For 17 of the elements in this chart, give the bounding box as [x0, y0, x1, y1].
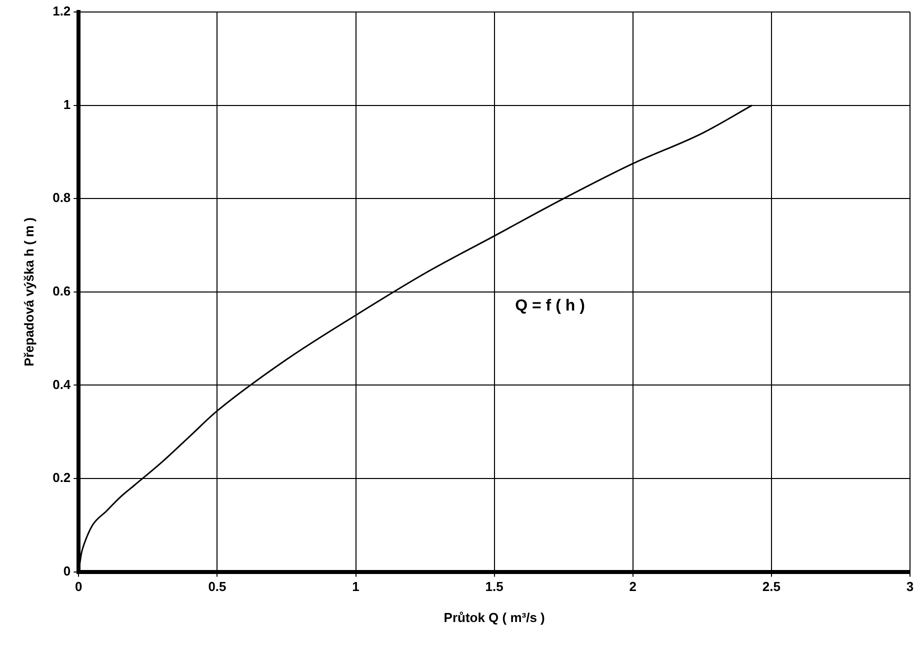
y-tick-label: 0.4: [52, 376, 72, 392]
x-axis-title: Průtok Q ( m³/s ): [444, 610, 545, 625]
x-tick-label: 2: [629, 579, 637, 594]
y-tick-label: 1.2: [52, 4, 71, 19]
y-tick-label: 0.8: [52, 190, 71, 206]
y-tick-label: 0.2: [52, 470, 71, 486]
annotation: Q = f ( h ): [515, 297, 585, 314]
x-tick-label: 0: [75, 579, 82, 594]
y-axis-title: Přepadová výška h ( m ): [21, 217, 36, 366]
y-tick-label: 0: [63, 563, 71, 578]
x-tick-label: 2.5: [762, 579, 780, 594]
x-tick-label: 1: [352, 579, 360, 594]
y-tick-label: 0.6: [52, 283, 71, 298]
x-tick-label: 1.5: [485, 579, 504, 594]
x-tick-label: 0.5: [208, 579, 226, 594]
x-tick-label: 3: [906, 579, 914, 594]
y-tick-label: 1: [63, 96, 71, 112]
